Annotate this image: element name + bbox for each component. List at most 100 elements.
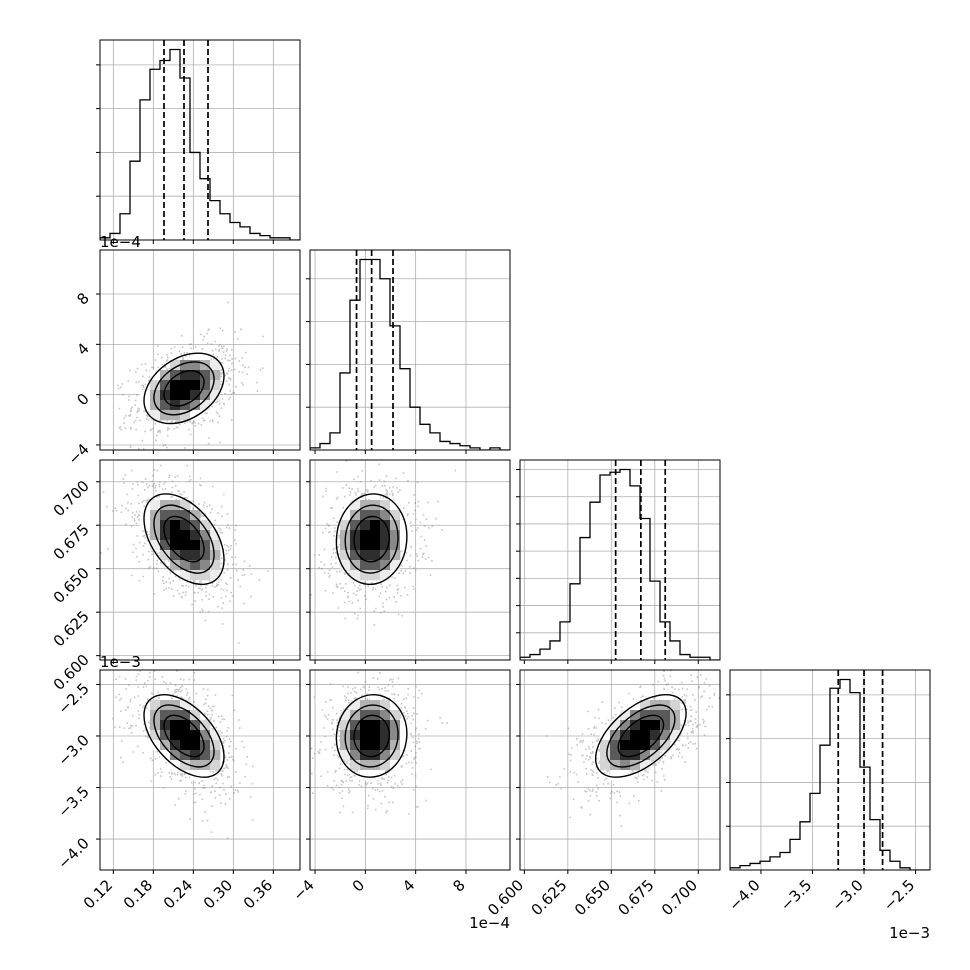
scatter-points bbox=[310, 460, 457, 626]
density-cell bbox=[210, 760, 221, 771]
contour-0 bbox=[163, 515, 205, 563]
density-cell bbox=[200, 540, 211, 551]
density-cell bbox=[350, 760, 361, 771]
density-cell bbox=[190, 740, 201, 751]
histogram-2 bbox=[520, 468, 720, 660]
x-tick-label: 0.600 bbox=[484, 876, 527, 919]
x-tick-label: −3.0 bbox=[828, 876, 866, 914]
density-cell bbox=[390, 560, 401, 571]
density-cell bbox=[170, 530, 181, 541]
density-cell bbox=[360, 500, 371, 511]
density-cell bbox=[170, 520, 181, 531]
density-cell bbox=[370, 550, 381, 561]
density-cell bbox=[360, 510, 371, 521]
density-cell bbox=[660, 720, 671, 731]
density-cell bbox=[150, 520, 161, 531]
density-cell bbox=[190, 360, 201, 371]
density-cell bbox=[200, 400, 211, 411]
density-cell bbox=[610, 730, 621, 741]
density-cell bbox=[350, 710, 361, 721]
density-cell bbox=[160, 380, 171, 391]
density-cell bbox=[150, 390, 161, 401]
density-cell bbox=[210, 560, 221, 571]
density-cell bbox=[190, 510, 201, 521]
density-cell bbox=[360, 770, 371, 781]
contour-0 bbox=[617, 714, 665, 758]
density-cell bbox=[170, 540, 181, 551]
density-cell bbox=[190, 550, 201, 561]
density-cell bbox=[660, 730, 671, 741]
density-cell bbox=[160, 540, 171, 551]
density-cell bbox=[340, 520, 351, 531]
density-cell bbox=[370, 510, 381, 521]
x-tick-label: 0.700 bbox=[658, 876, 701, 919]
density-cell bbox=[360, 710, 371, 721]
x-tick-label: 0.625 bbox=[528, 876, 571, 919]
density-cell bbox=[210, 740, 221, 751]
density-cell bbox=[360, 570, 371, 581]
density-cell bbox=[160, 400, 171, 411]
density-cell bbox=[390, 750, 401, 761]
density-cell bbox=[620, 720, 631, 731]
density-cell bbox=[210, 390, 221, 401]
density-cell bbox=[210, 750, 221, 761]
density-cell bbox=[610, 750, 621, 761]
density-cell bbox=[200, 750, 211, 761]
density-cell bbox=[200, 730, 211, 741]
density-cell bbox=[660, 740, 671, 751]
contour-0 bbox=[163, 714, 205, 758]
y-tick-label: 0.650 bbox=[50, 564, 93, 607]
panel-3-1 bbox=[310, 670, 510, 870]
density-cell bbox=[620, 760, 631, 771]
density-cell bbox=[210, 360, 221, 371]
density-cell bbox=[360, 550, 371, 561]
contour-1 bbox=[153, 361, 215, 416]
density-cell bbox=[200, 520, 211, 531]
density-cell bbox=[380, 700, 391, 711]
density-cell bbox=[370, 560, 381, 571]
panel-frame bbox=[99, 459, 301, 661]
y-offset-label: 1e−3 bbox=[100, 653, 141, 671]
x-tick-label: 0.650 bbox=[571, 876, 614, 919]
density-cell bbox=[180, 500, 191, 511]
y-tick-label: −4 bbox=[64, 440, 92, 468]
y-tick-label: 0 bbox=[73, 390, 92, 409]
density-cell bbox=[390, 550, 401, 561]
density-cell bbox=[160, 750, 171, 761]
panel-1-0 bbox=[100, 250, 300, 450]
density-cell bbox=[380, 730, 391, 741]
density-cell bbox=[350, 560, 361, 571]
density-cell bbox=[200, 740, 211, 751]
density-cell bbox=[210, 550, 221, 561]
density-cell bbox=[380, 530, 391, 541]
density-cell bbox=[370, 520, 381, 531]
density-cell bbox=[620, 770, 631, 781]
density-cell bbox=[190, 350, 201, 361]
contour-0 bbox=[353, 515, 390, 563]
density-cell bbox=[150, 410, 161, 421]
density-cell bbox=[150, 500, 161, 511]
density-cell bbox=[180, 720, 191, 731]
density-cell bbox=[380, 760, 391, 771]
density-cell bbox=[650, 730, 661, 741]
panel-2-1 bbox=[310, 460, 510, 660]
density-cell bbox=[390, 720, 401, 731]
panel-frame bbox=[99, 669, 301, 871]
density-cell bbox=[360, 560, 371, 571]
density-cell bbox=[160, 740, 171, 751]
density-cell bbox=[640, 750, 651, 761]
histogram-0 bbox=[100, 48, 300, 240]
panel-frame bbox=[519, 669, 721, 871]
density-cell bbox=[370, 540, 381, 551]
density-cell bbox=[180, 380, 191, 391]
density-cell bbox=[180, 390, 191, 401]
density-cell bbox=[340, 510, 351, 521]
x-tick-label: 0 bbox=[349, 876, 368, 895]
histogram-1 bbox=[310, 258, 510, 450]
density-cell bbox=[140, 510, 151, 521]
density-cell bbox=[370, 730, 381, 741]
density-cell bbox=[360, 740, 371, 751]
density-cell bbox=[620, 740, 631, 751]
density-cell bbox=[170, 560, 181, 571]
panel-frame bbox=[729, 669, 931, 871]
